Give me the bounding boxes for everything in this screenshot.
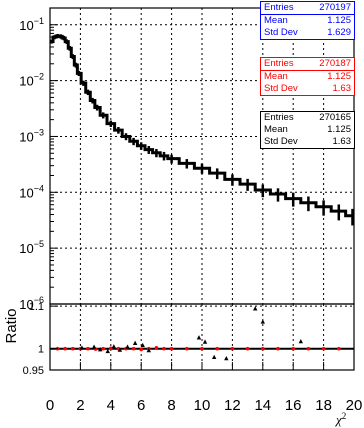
x-tick-label: 0 — [46, 397, 54, 414]
x-tick-label: 14 — [254, 397, 271, 414]
ratio-x-axis: 0 2 4 6 8 10 12 14 16 18 20 — [46, 362, 363, 414]
stat-stddev-row: Std Dev 1.629 — [264, 27, 351, 38]
ratio-point-black — [298, 338, 303, 344]
y-tick-label: 10−3 — [19, 127, 44, 144]
ratio-markers — [50, 306, 354, 361]
stat-entries-row: Entries 270165 — [264, 112, 351, 123]
main-histogram — [50, 33, 354, 226]
ratio-axis-label: Ratio — [3, 308, 20, 343]
y-tick-label: 10−6 — [19, 295, 44, 312]
x-tick-label: 18 — [315, 397, 332, 414]
ratio-point-red — [261, 346, 265, 351]
ratio-point-black — [140, 342, 145, 348]
stat-stddev-row: Std Dev 1.63 — [264, 83, 351, 94]
ratio-point-red — [109, 346, 113, 351]
stat-mean-row: Mean 1.125 — [264, 71, 351, 82]
ratio-point-black — [224, 356, 229, 361]
x-tick-label: 20 — [346, 397, 363, 414]
stat-mean-row: Mean 1.125 — [264, 124, 351, 135]
x-axis-label: χ2 — [334, 411, 346, 427]
ratio-point-red — [291, 346, 296, 351]
ratio-point-black — [146, 347, 151, 353]
ratio-point-black — [79, 345, 85, 350]
x-tick-label: 6 — [137, 397, 145, 414]
main-plot-grid — [50, 8, 354, 304]
ratio-point-black — [125, 344, 130, 349]
y-tick-label: 10−4 — [19, 183, 44, 200]
y-tick-label: 0.95 — [23, 365, 44, 377]
histogram-series — [50, 34, 354, 218]
ratio-point-red — [215, 346, 219, 351]
ratio-point-red — [154, 346, 159, 350]
stat-entries-row: Entries 270187 — [261, 58, 354, 71]
ratio-point-red — [276, 346, 280, 351]
ratio-point-red — [86, 346, 90, 351]
ratio-point-red — [245, 346, 250, 351]
y-tick-label: 10−5 — [19, 239, 44, 256]
ratio-point-red — [337, 346, 341, 351]
ratio-point-black — [253, 306, 258, 311]
stat-box-black: Entries 270165 Mean 1.125 Std Dev 1.63 — [260, 111, 355, 149]
main-y-axis: 10−1 10−2 10−3 10−4 10−5 10−6 — [19, 16, 58, 312]
ratio-point-red — [71, 346, 75, 351]
stat-entries-row: Entries 270197 — [261, 2, 354, 15]
ratio-point-black — [196, 335, 202, 340]
ratio-point-red — [321, 346, 326, 351]
x-tick-label: 10 — [194, 397, 211, 414]
x-tick-label: 16 — [285, 397, 302, 414]
x-tick-label: 4 — [107, 397, 115, 414]
ratio-point-red — [63, 346, 67, 351]
ratio-point-black — [132, 340, 138, 345]
ratio-point-red — [101, 346, 105, 351]
ratio-point-red — [131, 346, 136, 351]
ratio-point-black — [91, 344, 97, 349]
y-tick-label: 10−2 — [19, 72, 44, 89]
stat-box-red: Entries 270187 Mean 1.125 Std Dev 1.63 — [260, 57, 355, 96]
ratio-point-red — [162, 346, 166, 351]
ratio-point-black — [211, 354, 217, 360]
ratio-point-red — [139, 347, 143, 352]
ratio-point-black — [117, 347, 123, 352]
stat-stddev-row: Std Dev 1.63 — [264, 136, 351, 147]
x-tick-label: 2 — [76, 397, 84, 414]
ratio-point-black — [105, 348, 110, 354]
ratio-point-black — [97, 347, 103, 352]
y-tick-label: 1 — [38, 344, 44, 356]
ratio-point-black — [202, 339, 208, 344]
x-tick-label: 12 — [224, 397, 241, 414]
ratio-plot-frame — [49, 303, 355, 371]
ratio-point-red — [169, 346, 174, 351]
ratio-point-black — [260, 319, 265, 324]
ratio-point-red — [230, 346, 235, 351]
ratio-point-red — [200, 346, 204, 351]
ratio-point-red — [306, 346, 311, 351]
y-tick-label: 1.1 — [29, 301, 44, 313]
x-tick-label: 8 — [167, 397, 175, 414]
x-axis-label-superscript: 2 — [342, 411, 347, 421]
stat-box-blue: Entries 270197 Mean 1.125 Std Dev 1.629 — [260, 1, 355, 40]
stat-mean-row: Mean 1.125 — [264, 15, 351, 26]
y-tick-label: 10−1 — [19, 16, 44, 33]
ratio-y-axis: 0.95 1 1.1 — [23, 301, 58, 377]
ratio-point-black — [111, 344, 117, 349]
ratio-point-red — [185, 346, 189, 351]
